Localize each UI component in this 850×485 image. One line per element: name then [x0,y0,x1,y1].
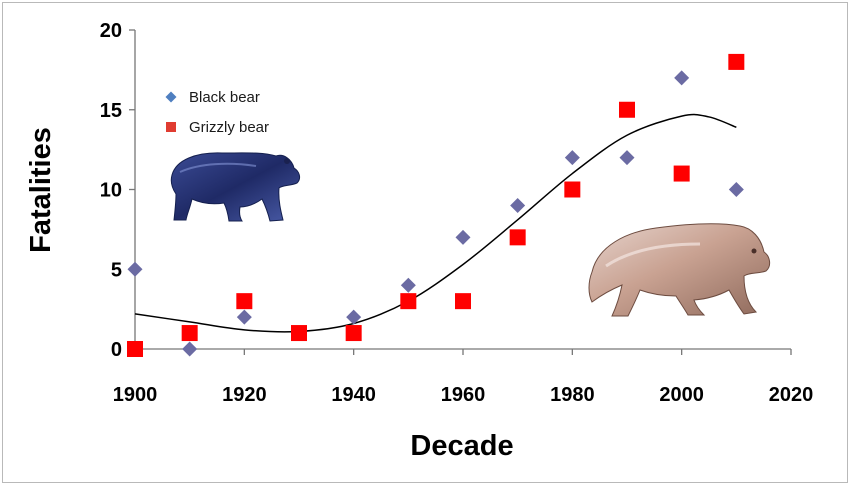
legend-black-bear-marker [165,91,177,103]
trendline [134,113,737,333]
black-bear-point [400,277,416,293]
y-axis-title: Fatalities [25,127,57,253]
y-tick-label: 10 [100,180,122,202]
grizzly-bear-point [673,165,690,182]
axes: 0 5 10 15 20 1900 1920 1940 1960 1980 2000 2020 [100,20,814,406]
black-bear-point [510,197,526,213]
black-bear-point [182,341,198,357]
y-tick-label: 20 [100,20,122,42]
y-tick-label: 0 [111,339,122,361]
y-tick-label: 5 [111,259,122,281]
legend-grizzly-bear-label: Grizzly bear [189,119,269,136]
grizzly-bear-point [236,293,253,310]
legend: Black bear Grizzly bear [165,89,269,136]
black-bear-point [455,229,471,245]
grizzly-bear-illustration [588,223,771,317]
black-bear-point [346,309,362,325]
grizzly-bear-point [127,341,143,357]
grizzly-bear-point [728,53,745,70]
black-bear-point [236,309,252,325]
x-tick-label: 1960 [441,384,486,406]
x-tick-label: 2020 [769,384,814,406]
grizzly-bear-point [181,325,198,342]
grizzly-bear-point [400,293,417,310]
x-tick-label: 1920 [222,384,267,406]
trendline-layer [134,113,737,333]
grizzly-bear-point [509,229,526,246]
black-bear-point [619,150,635,166]
black-bear-point [728,182,744,197]
legend-black-bear-label: Black bear [189,89,260,106]
x-tick-label: 1900 [113,384,158,406]
grizzly-bear-point [345,325,362,342]
x-tick-label: 1980 [550,384,595,406]
black-bear-point [674,70,690,86]
grizzly-bear-point [455,293,471,310]
black-bear-illustration [170,152,301,222]
grizzly-bear-point [564,181,581,198]
black-bear-point [564,150,580,166]
black-bear-point [127,261,143,277]
x-tick-label: 2000 [659,384,704,406]
x-tick-label: 1940 [331,384,376,406]
x-axis-title: Decade [410,430,513,462]
legend-grizzly-bear-marker [166,122,176,132]
y-tick-label: 15 [100,100,122,122]
grizzly-bear-point [619,101,635,118]
grizzly-bear-point [291,325,307,342]
points-layer [127,53,745,357]
